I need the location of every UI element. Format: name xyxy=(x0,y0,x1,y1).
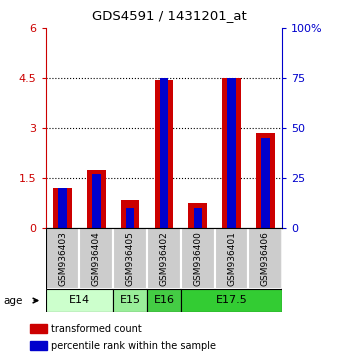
Text: E17.5: E17.5 xyxy=(216,295,247,306)
Bar xyxy=(30,341,47,350)
Bar xyxy=(46,228,79,289)
Text: age: age xyxy=(3,296,23,306)
Bar xyxy=(181,289,282,312)
Bar xyxy=(181,228,215,289)
Bar xyxy=(147,228,181,289)
Text: GDS4591 / 1431201_at: GDS4591 / 1431201_at xyxy=(92,9,246,22)
Text: GSM936401: GSM936401 xyxy=(227,231,236,286)
Bar xyxy=(160,78,168,228)
Text: GSM936404: GSM936404 xyxy=(92,231,101,286)
Bar xyxy=(30,324,47,333)
Bar xyxy=(188,203,207,228)
Bar xyxy=(147,289,181,312)
Bar xyxy=(154,80,173,228)
Bar xyxy=(46,289,113,312)
Bar xyxy=(79,228,113,289)
Text: GSM936403: GSM936403 xyxy=(58,231,67,286)
Bar xyxy=(121,200,139,228)
Bar xyxy=(53,188,72,228)
Bar xyxy=(256,133,274,228)
Text: GSM936406: GSM936406 xyxy=(261,231,270,286)
Bar xyxy=(227,78,236,228)
Bar xyxy=(92,174,101,228)
Bar xyxy=(113,289,147,312)
Bar xyxy=(248,228,282,289)
Bar xyxy=(113,228,147,289)
Text: GSM936405: GSM936405 xyxy=(126,231,135,286)
Text: GSM936402: GSM936402 xyxy=(160,231,168,286)
Text: GSM936400: GSM936400 xyxy=(193,231,202,286)
Text: E14: E14 xyxy=(69,295,90,306)
Text: transformed count: transformed count xyxy=(51,324,142,334)
Bar xyxy=(193,208,202,228)
Bar xyxy=(261,138,269,228)
Bar xyxy=(87,170,105,228)
Bar xyxy=(215,228,248,289)
Bar xyxy=(222,78,241,228)
Bar xyxy=(58,188,67,228)
Text: E15: E15 xyxy=(120,295,141,306)
Bar xyxy=(126,208,134,228)
Text: E16: E16 xyxy=(153,295,174,306)
Text: percentile rank within the sample: percentile rank within the sample xyxy=(51,341,216,350)
